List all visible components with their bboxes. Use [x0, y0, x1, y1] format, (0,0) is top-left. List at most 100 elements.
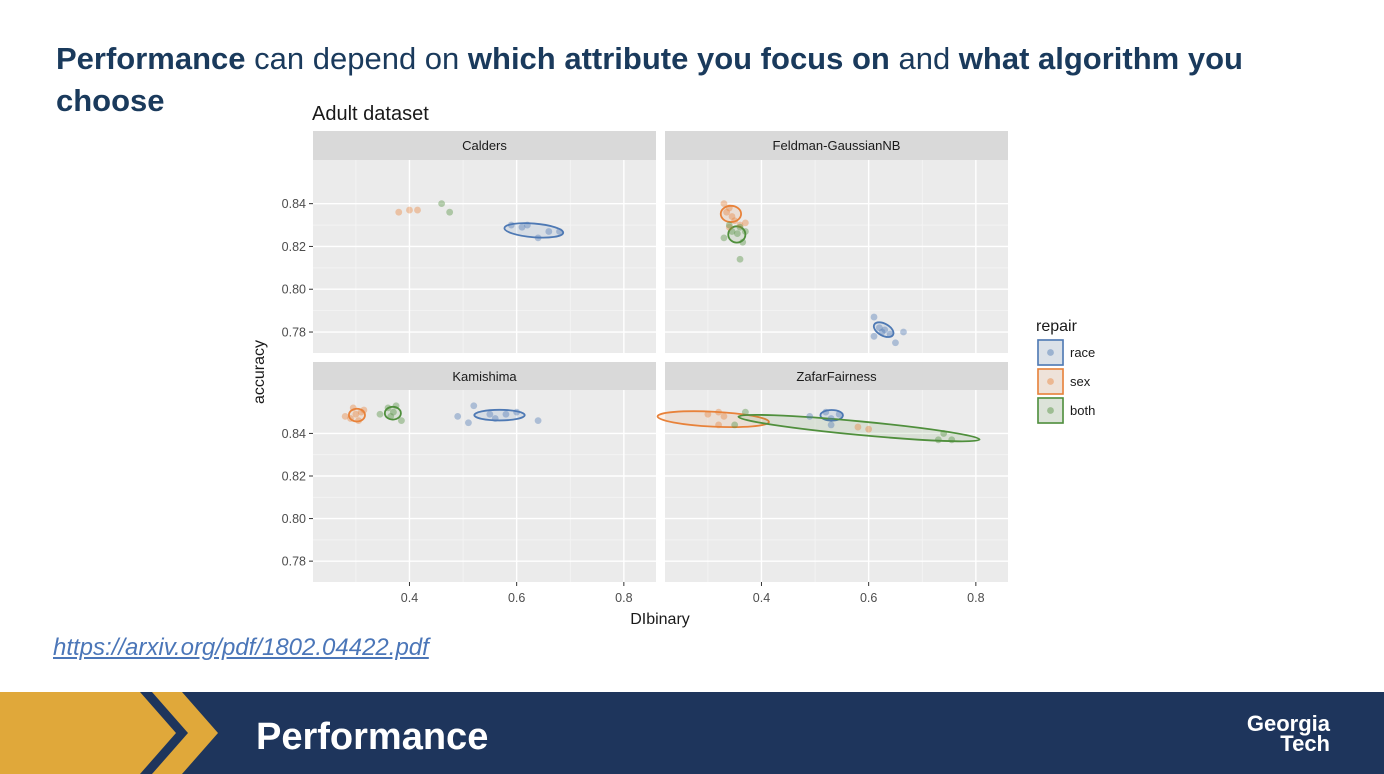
- headline-bold-3: which attribute you focus on: [467, 41, 890, 76]
- ellipse-race-feldman-gaussiannb: [872, 321, 895, 338]
- point-both-zafarfairness-1: [741, 408, 749, 416]
- point-race-calders-4: [545, 228, 553, 235]
- chevron-icon: [0, 692, 218, 774]
- point-race-calders-0: [507, 221, 515, 229]
- point-race-kamishima-5: [513, 408, 521, 416]
- point-race-zafarfairness-1: [822, 408, 830, 416]
- footer-title: Performance: [256, 716, 489, 758]
- panel-strip-calders: [313, 131, 656, 160]
- point-both-feldman-gaussiannb-3: [736, 223, 744, 231]
- point-both-kamishima-3: [392, 402, 400, 410]
- panel-bg-feldman-gaussiannb: [665, 160, 1008, 353]
- point-sex-kamishima-4: [355, 417, 362, 425]
- ellipse-both-feldman-gaussiannb: [727, 225, 747, 244]
- panel-title-calders: Calders: [462, 138, 507, 153]
- ellipse-both-kamishima: [383, 405, 402, 421]
- point-both-zafarfairness-3: [940, 430, 948, 437]
- legend-key-sex: [1037, 368, 1064, 395]
- y-tick-label: 0.78: [282, 555, 306, 569]
- logo-line-2: Tech: [1280, 731, 1330, 756]
- x-tick-label: 0.4: [753, 591, 770, 605]
- headline-text-4: and: [889, 41, 959, 76]
- point-both-zafarfairness-4: [948, 436, 956, 444]
- logo-line-1: Georgia: [1246, 711, 1330, 736]
- point-race-feldman-gaussiannb-4: [886, 330, 894, 338]
- point-sex-kamishima-5: [347, 415, 354, 422]
- point-sex-feldman-gaussiannb-6: [741, 219, 749, 227]
- point-sex-kamishima-2: [352, 410, 360, 418]
- point-sex-zafarfairness-1: [715, 421, 722, 429]
- legend-label-sex: sex: [1070, 374, 1091, 389]
- point-both-feldman-gaussiannb-6: [736, 255, 744, 263]
- x-tick-label: 0.6: [508, 591, 525, 605]
- y-tick-label: 0.82: [282, 240, 306, 254]
- point-race-feldman-gaussiannb-7: [870, 332, 878, 340]
- point-sex-calders-1: [406, 206, 413, 214]
- point-both-calders-0: [438, 200, 446, 208]
- point-race-calders-1: [518, 223, 526, 231]
- point-race-calders-3: [534, 234, 542, 242]
- point-sex-feldman-gaussiannb-5: [736, 221, 744, 229]
- legend-point-both: [1047, 407, 1054, 414]
- paper-link[interactable]: https://arxiv.org/pdf/1802.04422.pdf: [53, 634, 429, 661]
- point-race-feldman-gaussiannb-5: [892, 339, 899, 347]
- headline-text-2: can depend on: [245, 41, 468, 76]
- point-sex-calders-2: [414, 206, 421, 214]
- headline-bold-1: Performance: [56, 41, 246, 76]
- legend-point-sex: [1047, 378, 1054, 385]
- point-race-kamishima-2: [470, 402, 478, 410]
- point-sex-zafarfairness-0: [704, 410, 712, 418]
- ellipse-sex-kamishima: [348, 407, 366, 423]
- legend-key-bg-sex: [1037, 368, 1064, 395]
- point-sex-calders-0: [395, 208, 403, 216]
- slide-headline: Performance can depend on which attribut…: [56, 38, 1316, 122]
- point-sex-feldman-gaussiannb-0: [720, 200, 728, 208]
- point-race-feldman-gaussiannb-3: [881, 326, 889, 334]
- point-sex-feldman-gaussiannb-2: [725, 204, 733, 212]
- point-sex-feldman-gaussiannb-4: [731, 217, 739, 225]
- point-sex-kamishima-3: [357, 408, 365, 416]
- point-race-feldman-gaussiannb-6: [900, 328, 907, 336]
- panel-strip-zafarfairness: [665, 362, 1008, 390]
- point-both-feldman-gaussiannb-2: [733, 230, 741, 238]
- point-both-kamishima-0: [376, 410, 384, 418]
- legend-title: repair: [1036, 318, 1078, 335]
- x-tick-label: 0.4: [401, 591, 418, 605]
- point-both-feldman-gaussiannb-4: [739, 238, 747, 246]
- panel-strip-kamishima: [313, 362, 656, 390]
- point-both-kamishima-2: [389, 408, 397, 416]
- point-race-zafarfairness-3: [827, 421, 835, 429]
- legend-label-both: both: [1070, 403, 1095, 418]
- point-both-feldman-gaussiannb-5: [741, 228, 749, 235]
- ellipse-both-zafarfairness: [737, 413, 981, 443]
- panel-title-feldman-gaussiannb: Feldman-GaussianNB: [773, 138, 901, 153]
- headline-bold-5: what algorithm you choose: [56, 41, 1243, 118]
- chart-title: Adult dataset: [312, 103, 429, 125]
- point-sex-zafarfairness-5: [865, 425, 873, 433]
- legend-key-bg-race: [1037, 339, 1064, 366]
- x-axis-label: DIbinary: [630, 611, 690, 628]
- y-axis-label: accuracy: [251, 340, 268, 404]
- point-race-feldman-gaussiannb-2: [878, 328, 886, 336]
- footer-bar: Performance Georgia Tech: [0, 692, 1384, 774]
- legend-point-race: [1047, 349, 1054, 356]
- point-both-feldman-gaussiannb-1: [728, 228, 736, 235]
- point-both-zafarfairness-2: [934, 436, 942, 444]
- point-sex-zafarfairness-4: [854, 423, 862, 431]
- legend-key-bg-both: [1037, 397, 1064, 424]
- point-both-feldman-gaussiannb-0: [720, 234, 728, 242]
- point-race-kamishima-6: [534, 417, 542, 425]
- point-sex-kamishima-6: [360, 406, 368, 414]
- ellipse-race-calders: [503, 222, 565, 239]
- point-race-kamishima-1: [465, 419, 472, 427]
- point-race-zafarfairness-2: [827, 415, 835, 422]
- panel-title-zafarfairness: ZafarFairness: [796, 369, 877, 384]
- point-sex-zafarfairness-3: [720, 412, 728, 420]
- georgia-tech-logo: Georgia Tech: [1246, 711, 1330, 756]
- panel-bg-kamishima: [313, 390, 656, 582]
- point-both-zafarfairness-0: [731, 421, 739, 429]
- legend-key-both: [1037, 397, 1064, 424]
- point-race-zafarfairness-4: [835, 410, 843, 418]
- ellipse-sex-feldman-gaussiannb: [719, 204, 743, 223]
- point-sex-zafarfairness-2: [715, 408, 722, 416]
